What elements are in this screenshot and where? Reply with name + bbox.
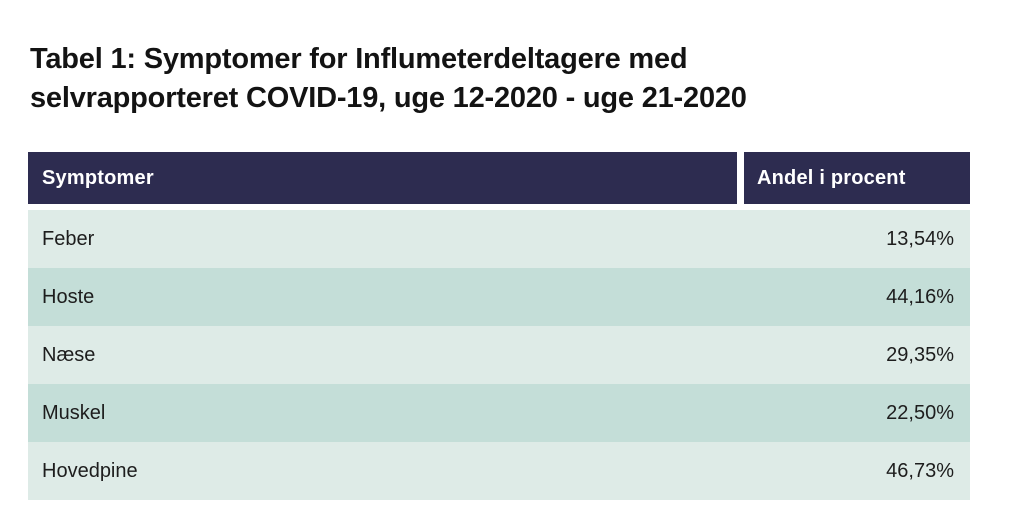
percent-cell: 13,54% xyxy=(886,227,954,250)
symptom-cell: Hovedpine xyxy=(42,459,138,482)
symptom-table: Symptomer Andel i procent Feber 13,54% H… xyxy=(28,152,970,500)
table-row: Hoste 44,16% xyxy=(28,268,970,326)
percent-cell: 29,35% xyxy=(886,343,954,366)
column-header-percent: Andel i procent xyxy=(744,152,970,204)
symptom-cell: Feber xyxy=(42,227,95,250)
table-row: Muskel 22,50% xyxy=(28,384,970,442)
table-row: Næse 29,35% xyxy=(28,326,970,384)
percent-cell: 46,73% xyxy=(886,459,954,482)
symptom-cell: Næse xyxy=(42,343,96,366)
table-title: Tabel 1: Symptomer for Influmeterdeltage… xyxy=(30,40,980,118)
table-row: Hovedpine 46,73% xyxy=(28,442,970,500)
symptom-cell: Hoste xyxy=(42,285,95,308)
column-header-symptom: Symptomer xyxy=(28,152,737,204)
percent-cell: 22,50% xyxy=(886,401,954,424)
table-body: Feber 13,54% Hoste 44,16% Næse 29,35% Mu… xyxy=(28,210,970,500)
table-title-line1: Tabel 1: Symptomer for Influmeterdeltage… xyxy=(30,43,688,75)
percent-cell: 44,16% xyxy=(886,285,954,308)
table-title-line2: selvrapporteret COVID-19, uge 12-2020 - … xyxy=(30,82,747,114)
symptom-cell: Muskel xyxy=(42,401,106,424)
table-row: Feber 13,54% xyxy=(28,210,970,268)
table-header-row: Symptomer Andel i procent xyxy=(28,152,970,204)
